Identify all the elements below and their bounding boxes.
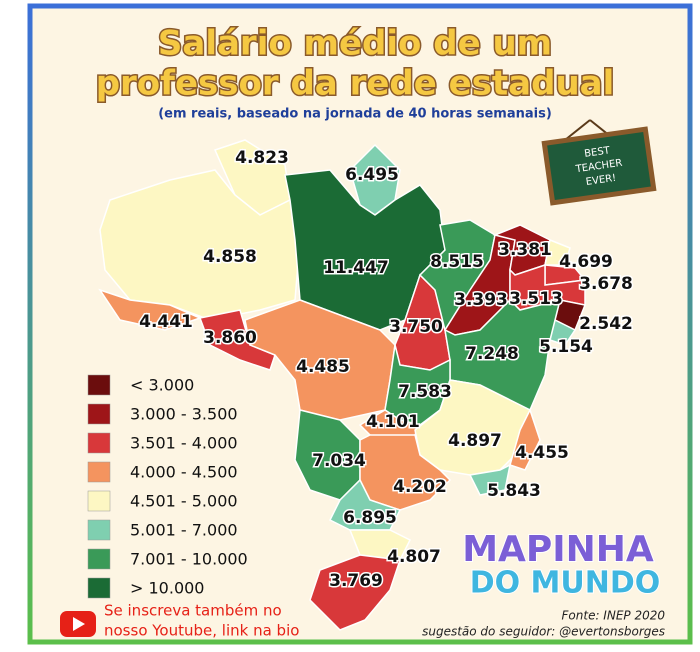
source: Fonte: INEP 2020 <box>562 609 666 623</box>
sign-text: BEST <box>584 145 612 160</box>
subtitle: (em reais, baseado na jornada de 40 hora… <box>158 107 552 122</box>
state-value: 5.843 <box>487 481 541 501</box>
state-value: 3.381 <box>498 240 552 260</box>
state-value: 5.154 <box>539 337 593 357</box>
state-value: 7.248 <box>465 344 519 364</box>
legend-label: 5.001 - 7.000 <box>130 521 238 540</box>
state-value: 4.823 <box>235 148 289 168</box>
state-value: 2.542 <box>579 314 633 334</box>
legend-swatch <box>87 374 111 396</box>
legend: < 3.000 3.000 - 3.500 3.501 - 4.000 4.000 -… <box>87 374 248 599</box>
sign: BEST TEACHER EVER! <box>541 119 657 206</box>
state <box>99 169 301 321</box>
legend-label: 7.001 - 10.000 <box>130 550 248 569</box>
state-value: 3.513 <box>509 289 563 309</box>
state-value: 4.897 <box>448 431 502 451</box>
legend-swatch <box>87 432 111 454</box>
legend-swatch <box>87 461 111 483</box>
map: 4.823 6.495 4.858 11.447 4.441 3.860 4.485 3.75… <box>98 139 634 631</box>
state-value: 7.034 <box>312 451 366 471</box>
state-value: 4.202 <box>393 477 447 497</box>
youtube: Se inscreva também no nosso Youtube, lin… <box>60 602 299 640</box>
state-value: 11.447 <box>323 258 389 278</box>
state <box>468 463 512 496</box>
title-line: professor da rede estadual <box>96 64 615 104</box>
suggestion: sugestão do seguidor: @evertonsborges <box>422 625 665 639</box>
legend-swatch <box>87 519 111 541</box>
state-value: 3.678 <box>579 274 633 294</box>
logo: DO MUNDO <box>470 566 661 601</box>
youtube-text: Se inscreva também no <box>104 602 282 620</box>
legend-label: < 3.000 <box>130 376 194 395</box>
legend-label: 4.000 - 4.500 <box>130 463 238 482</box>
state <box>328 478 402 531</box>
legend-label: 4.501 - 5.000 <box>130 492 238 511</box>
state-value: 3.860 <box>203 328 257 348</box>
state-value: 4.699 <box>559 252 613 272</box>
state-value: 4.441 <box>139 312 193 332</box>
state <box>309 554 402 631</box>
legend-label: 3.000 - 3.500 <box>130 405 238 424</box>
state <box>509 408 541 471</box>
legend-swatch <box>87 490 111 512</box>
state-value: 4.485 <box>296 357 350 377</box>
state-value: 4.858 <box>203 247 257 267</box>
youtube-text: nosso Youtube, link na bio <box>104 622 299 640</box>
state-value: 4.455 <box>515 443 569 463</box>
state-value: 6.495 <box>345 165 399 185</box>
state <box>198 309 276 371</box>
legend-label: > 10.000 <box>130 579 204 598</box>
state-value: 6.895 <box>343 508 397 528</box>
legend-label: 3.501 - 4.000 <box>130 434 238 453</box>
legend-swatch <box>87 548 111 570</box>
state-value: 8.515 <box>430 252 484 272</box>
logo: MAPINHA <box>462 529 654 570</box>
title-line: Salário médio de um <box>158 24 552 64</box>
state-value: 3.750 <box>389 317 443 337</box>
state <box>544 238 571 266</box>
legend-swatch <box>87 403 111 425</box>
state-value: 3.393 <box>454 290 508 310</box>
state-value: 7.583 <box>398 382 452 402</box>
state <box>348 529 412 561</box>
sign-text: EVER! <box>585 173 617 188</box>
state-value: 4.101 <box>366 412 420 432</box>
state-value: 3.769 <box>329 571 383 591</box>
legend-swatch <box>87 577 111 599</box>
state-value: 4.807 <box>387 547 441 567</box>
